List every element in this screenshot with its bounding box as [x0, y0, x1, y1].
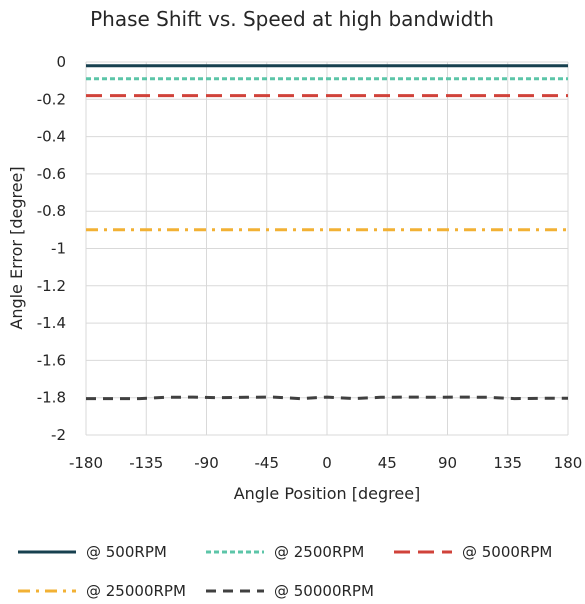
x-tick-label: -135: [129, 454, 163, 472]
y-tick-label: -1: [51, 240, 66, 258]
y-tick-label: -1.2: [37, 277, 66, 295]
y-tick-label: -1.6: [37, 351, 66, 369]
y-tick-label: -1.8: [37, 389, 66, 407]
y-tick-label: -2: [51, 426, 66, 444]
legend-label: @ 2500RPM: [274, 543, 364, 561]
y-tick-label: 0: [56, 53, 66, 71]
x-axis-label: Angle Position [degree]: [234, 484, 421, 503]
legend-label: @ 500RPM: [86, 543, 167, 561]
x-tick-label: -45: [255, 454, 280, 472]
y-axis-label: Angle Error [degree]: [7, 166, 26, 329]
x-tick-label: 180: [554, 454, 583, 472]
chart-title: Phase Shift vs. Speed at high bandwidth: [90, 7, 494, 31]
legend: @ 500RPM @ 2500RPM @ 5000RPM @ 25000RPM @ 50…: [18, 543, 552, 600]
y-tick-label: -0.8: [37, 202, 66, 220]
legend-label: @ 50000RPM: [274, 582, 374, 600]
x-tick-label: 45: [378, 454, 397, 472]
y-tick-label: -0.6: [37, 165, 66, 183]
series-line-5: [86, 395, 568, 401]
y-tick-label: -1.4: [37, 314, 66, 332]
x-tick-label: 135: [493, 454, 522, 472]
legend-label: @ 5000RPM: [462, 543, 552, 561]
x-tick-label: -90: [194, 454, 219, 472]
grid: [85, 61, 569, 436]
x-tick-label: 0: [322, 454, 332, 472]
y-tick-labels: 0 -0.2 -0.4 -0.6 -0.8 -1 -1.2 -1.4 -1.6 -1.8 -2: [37, 53, 66, 444]
y-tick-label: -0.4: [37, 128, 66, 146]
x-tick-labels: -180 -135 -90 -45 0 45 90 135 180: [69, 454, 582, 472]
y-tick-label: -0.2: [37, 90, 66, 108]
legend-label: @ 25000RPM: [86, 582, 186, 600]
x-tick-label: 90: [438, 454, 457, 472]
series-lines: [86, 64, 568, 401]
x-tick-label: -180: [69, 454, 103, 472]
